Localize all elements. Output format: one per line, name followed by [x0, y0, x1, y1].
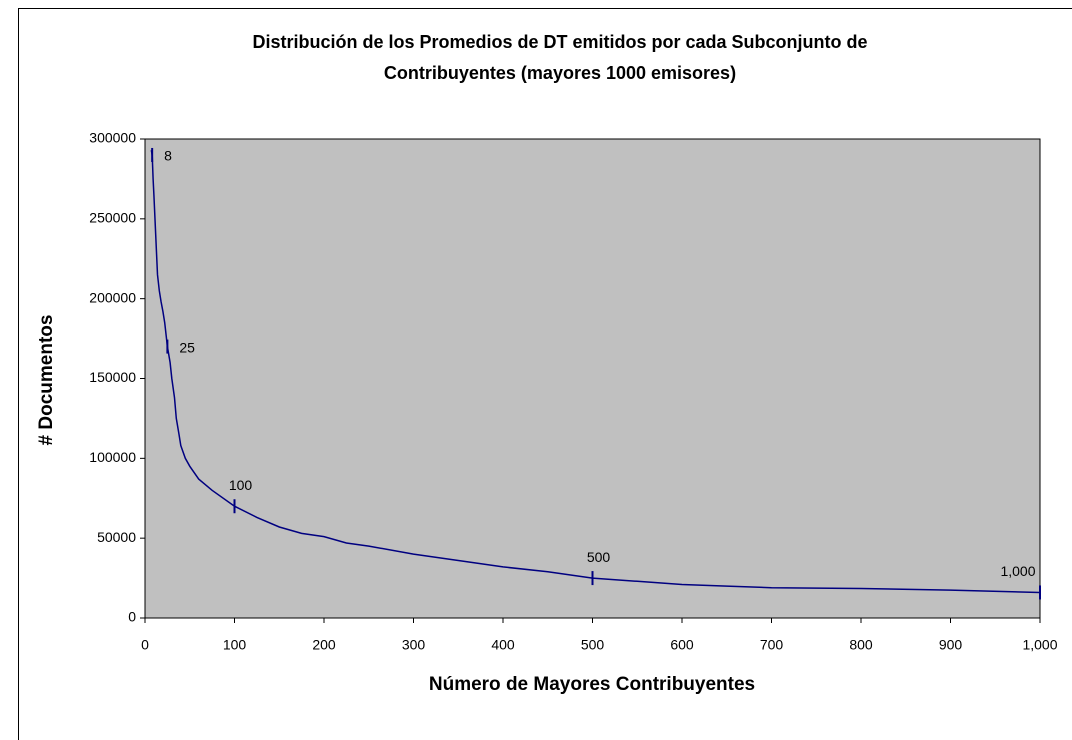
x-tick-label: 100: [223, 637, 247, 653]
chart-title: Distribución de los Promedios de DT emit…: [252, 32, 867, 52]
x-axis-title: Número de Mayores Contribuyentes: [429, 674, 755, 695]
annotation-label: 100: [229, 477, 253, 493]
y-tick-label: 200000: [89, 289, 136, 305]
x-tick-label: 1,000: [1022, 637, 1057, 653]
x-tick-label: 400: [491, 637, 515, 653]
y-tick-label: 50000: [97, 529, 136, 545]
y-tick-label: 150000: [89, 369, 136, 385]
y-tick-label: 300000: [89, 130, 136, 146]
x-tick-label: 200: [312, 637, 336, 653]
plot-area: [144, 138, 1041, 619]
y-axis-title: # Documentos: [36, 315, 57, 446]
x-tick-label: 0: [141, 637, 149, 653]
annotation-label: 500: [587, 549, 611, 565]
annotation-label: 8: [164, 148, 172, 164]
x-tick-label: 900: [939, 637, 963, 653]
annotation-label: 1,000: [1000, 563, 1035, 579]
annotation-label: 25: [179, 339, 195, 355]
y-tick-label: 250000: [89, 210, 136, 226]
x-tick-label: 500: [581, 637, 605, 653]
x-tick-label: 700: [760, 637, 784, 653]
data-line: [150, 150, 1041, 594]
chart-title: Contribuyentes (mayores 1000 emisores): [384, 63, 736, 83]
x-tick-label: 800: [849, 637, 873, 653]
x-tick-label: 600: [670, 637, 694, 653]
y-tick-label: 100000: [89, 449, 136, 465]
x-tick-label: 300: [402, 637, 426, 653]
y-tick-label: 0: [128, 609, 136, 625]
